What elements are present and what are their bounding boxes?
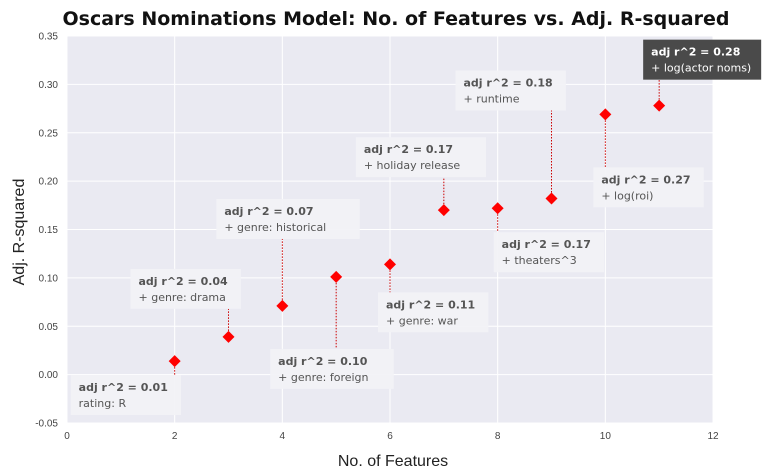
x-tick-label: 12 <box>707 431 719 442</box>
y-tick-label: 0.20 <box>39 177 59 188</box>
annotation-background <box>216 198 360 239</box>
annotation-head: adj r^2 = 0.01 <box>79 381 168 394</box>
x-tick-label: 2 <box>172 431 178 442</box>
annotation-sub: rating: R <box>79 397 127 410</box>
annotation-box: adj r^2 = 0.27 + log(roi) <box>593 167 704 208</box>
annotation-background <box>130 268 241 309</box>
data-point <box>222 330 235 343</box>
annotation-background <box>270 348 394 389</box>
y-tick-label: 0.35 <box>39 32 59 43</box>
annotation-sub: + genre: historical <box>224 221 326 234</box>
data-point <box>545 192 558 205</box>
data-point <box>384 258 396 271</box>
annotation-head: adj r^2 = 0.27 <box>601 173 690 186</box>
annotation-box: adj r^2 = 0.01 rating: R <box>70 375 182 416</box>
annotation-sub: + genre: war <box>386 314 458 327</box>
annotation-box: adj r^2 = 0.07 + genre: historical <box>216 198 360 239</box>
annotation-background <box>70 375 182 416</box>
annotation-box: adj r^2 = 0.17 + holiday release <box>355 137 487 178</box>
x-tick-label: 10 <box>600 431 612 442</box>
y-tick-label: 0.30 <box>39 80 59 91</box>
annotation-box: adj r^2 = 0.28 + log(actor noms) <box>643 39 762 80</box>
annotation-background <box>455 70 566 111</box>
x-tick-label: 8 <box>495 431 501 442</box>
annotation-head: adj r^2 = 0.17 <box>364 143 453 156</box>
annotation-sub: + genre: foreign <box>278 371 368 384</box>
annotation-head: adj r^2 = 0.11 <box>386 298 475 311</box>
data-point <box>330 270 343 283</box>
y-tick-label: 0.05 <box>39 322 59 333</box>
annotation-head: adj r^2 = 0.28 <box>651 46 740 59</box>
y-tick-label: 0.25 <box>39 128 59 139</box>
annotation-sub: + log(actor noms) <box>651 62 751 75</box>
annotation-background <box>643 39 762 80</box>
annotation-head: adj r^2 = 0.04 <box>139 275 229 288</box>
annotation-box: adj r^2 = 0.10 + genre: foreign <box>270 348 394 389</box>
y-tick-label: 0.15 <box>39 225 59 236</box>
data-point <box>653 99 666 112</box>
annotation-sub: + theaters^3 <box>502 254 577 267</box>
annotation-background <box>493 232 605 273</box>
annotation-head: adj r^2 = 0.17 <box>502 238 591 251</box>
x-tick-label: 4 <box>280 431 286 442</box>
annotation-sub: + runtime <box>464 93 520 106</box>
annotation-sub: + log(roi) <box>601 189 653 202</box>
annotation-sub: + genre: drama <box>139 291 226 304</box>
data-point <box>599 108 612 121</box>
annotation-box: adj r^2 = 0.18 + runtime <box>455 70 566 111</box>
annotation-head: adj r^2 = 0.18 <box>464 77 553 90</box>
y-tick-label: -0.05 <box>35 419 58 430</box>
data-point <box>168 355 181 368</box>
y-tick-label: 0.00 <box>39 370 59 381</box>
annotation-background <box>355 137 487 178</box>
annotation-box: adj r^2 = 0.17 + theaters^3 <box>493 232 605 273</box>
x-tick-label: 0 <box>64 431 70 442</box>
annotation-box: adj r^2 = 0.11 + genre: war <box>378 292 489 333</box>
annotation-head: adj r^2 = 0.10 <box>278 355 368 368</box>
x-tick-label: 6 <box>387 431 393 442</box>
data-point <box>491 202 504 215</box>
y-axis-label: Adj. R-squared <box>11 179 28 286</box>
chart-title: Oscars Nominations Model: No. of Feature… <box>63 8 730 30</box>
annotation-background <box>378 292 489 333</box>
data-points <box>168 99 666 368</box>
x-axis-label: No. of Features <box>338 453 448 470</box>
data-point <box>437 204 450 217</box>
y-tick-label: 0.10 <box>39 273 59 284</box>
annotation-background <box>593 167 704 208</box>
annotation-sub: + holiday release <box>364 159 461 172</box>
annotations: adj r^2 = 0.01 rating: R adj r^2 = 0.04 + g… <box>70 39 762 416</box>
tick-labels: 0 2 4 6 8 10 12 -0.05 0.00 0.05 0.10 0.15 0.20 0.25 0.… <box>35 32 719 443</box>
data-point <box>276 299 289 312</box>
annotation-head: adj r^2 = 0.07 <box>224 205 313 218</box>
annotation-box: adj r^2 = 0.04 + genre: drama <box>130 268 241 309</box>
